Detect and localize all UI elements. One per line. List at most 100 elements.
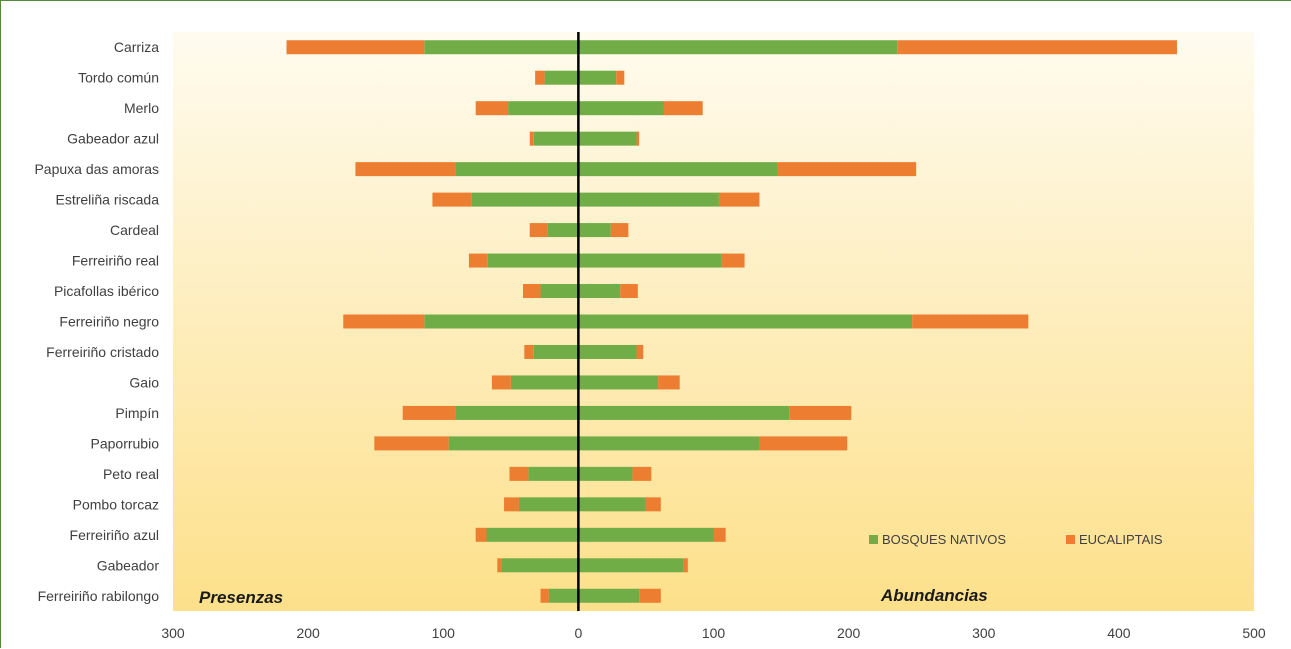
bar-presenzas-bosques-nativos-paporrubio: [448, 436, 579, 451]
category-label-gabeador-azul: Gabeador azul: [67, 131, 159, 147]
category-label-carriza: Carriza: [114, 39, 159, 55]
bar-abundancias-eucaliptais-ferreirino-real: [721, 253, 745, 268]
bar-abundancias-eucaliptais-pimpin: [789, 405, 852, 420]
legend-label-bosques-nativos: BOSQUES NATIVOS: [882, 532, 1006, 547]
category-label-pimpin: Pimpín: [115, 405, 159, 421]
bar-abundancias-eucaliptais-peto-real: [632, 466, 652, 481]
x-tick-label: 300: [161, 625, 185, 641]
category-label-ferreirino-rabilongo: Ferreiriño rabilongo: [38, 588, 160, 604]
bar-abundancias-bosques-nativos-paporrubio: [578, 436, 760, 451]
bar-abundancias-eucaliptais-cardeal: [610, 223, 629, 238]
bar-presenzas-bosques-nativos-pimpin: [455, 405, 579, 420]
bar-abundancias-bosques-nativos-peto-real: [578, 466, 633, 481]
bar-abundancias-eucaliptais-merlo: [663, 101, 703, 116]
bar-abundancias-bosques-nativos-papuxa-das-amoras: [578, 162, 778, 177]
legend: BOSQUES NATIVOS EUCALIPTAIS: [869, 532, 1163, 547]
category-label-gabeador: Gabeador: [97, 557, 160, 573]
bar-abundancias-eucaliptais-ferreirino-cristado: [636, 344, 644, 359]
bar-presenzas-eucaliptais-paporrubio: [374, 436, 449, 451]
bar-presenzas-bosques-nativos-gabeador-azul: [533, 131, 579, 146]
bar-presenzas-eucaliptais-papuxa-das-amoras: [355, 162, 456, 177]
bar-abundancias-bosques-nativos-ferreirino-azul: [578, 527, 714, 542]
bar-presenzas-bosques-nativos-merlo: [508, 101, 579, 116]
legend-swatch-eucaliptais: [1066, 535, 1075, 544]
bar-abundancias-bosques-nativos-cardeal: [578, 223, 611, 238]
bar-abundancias-bosques-nativos-estrelina-riscada: [578, 192, 719, 207]
bar-presenzas-bosques-nativos-gaio: [510, 375, 579, 390]
bar-presenzas-bosques-nativos-ferreirino-negro: [424, 314, 579, 329]
bar-abundancias-bosques-nativos-pombo-torcaz: [578, 497, 646, 512]
category-label-peto-real: Peto real: [103, 466, 159, 482]
bar-abundancias-eucaliptais-ferreirino-rabilongo: [639, 588, 661, 603]
bar-abundancias-bosques-nativos-picafollas-iberico: [578, 284, 621, 299]
bar-abundancias-bosques-nativos-tordo-comun: [578, 70, 617, 85]
category-label-ferreirino-real: Ferreiriño real: [72, 253, 159, 269]
bar-presenzas-bosques-nativos-gabeador: [501, 558, 579, 573]
x-tick-label: 300: [972, 625, 996, 641]
bar-abundancias-bosques-nativos-gabeador-azul: [578, 131, 637, 146]
bar-presenzas-bosques-nativos-pombo-torcaz: [518, 497, 579, 512]
bar-presenzas-eucaliptais-gaio: [491, 375, 511, 390]
category-label-cardeal: Cardeal: [110, 222, 159, 238]
bar-abundancias-bosques-nativos-ferreirino-cristado: [578, 344, 637, 359]
bar-presenzas-bosques-nativos-tordo-comun: [544, 70, 579, 85]
bar-presenzas-eucaliptais-ferreirino-rabilongo: [540, 588, 549, 603]
category-label-ferreirino-cristado: Ferreiriño cristado: [46, 344, 159, 360]
x-tick-label: 0: [574, 625, 582, 641]
bar-abundancias-eucaliptais-carriza: [897, 40, 1177, 55]
bar-presenzas-bosques-nativos-carriza: [424, 40, 579, 55]
x-tick-label: 100: [702, 625, 726, 641]
bar-presenzas-eucaliptais-tordo-comun: [535, 70, 545, 85]
bar-abundancias-eucaliptais-tordo-comun: [616, 70, 625, 85]
category-label-tordo-comun: Tordo común: [78, 70, 159, 86]
bar-presenzas-bosques-nativos-cardeal: [547, 223, 579, 238]
category-label-merlo: Merlo: [124, 100, 159, 116]
bar-abundancias-eucaliptais-gabeador-azul: [636, 131, 640, 146]
bar-presenzas-eucaliptais-pimpin: [402, 405, 456, 420]
bar-abundancias-bosques-nativos-gaio: [578, 375, 659, 390]
bar-abundancias-eucaliptais-gaio: [658, 375, 680, 390]
x-tick-label: 200: [837, 625, 861, 641]
bar-abundancias-bosques-nativos-ferreirino-rabilongo: [578, 588, 640, 603]
bar-presenzas-eucaliptais-ferreirino-azul: [475, 527, 487, 542]
bar-abundancias-bosques-nativos-merlo: [578, 101, 664, 116]
category-label-estrelina-riscada: Estreliña riscada: [56, 192, 160, 208]
bar-presenzas-bosques-nativos-ferreirino-azul: [486, 527, 579, 542]
bar-presenzas-bosques-nativos-estrelina-riscada: [471, 192, 579, 207]
bar-abundancias-eucaliptais-pombo-torcaz: [645, 497, 661, 512]
bar-abundancias-bosques-nativos-carriza: [578, 40, 898, 55]
bar-abundancias-eucaliptais-estrelina-riscada: [718, 192, 760, 207]
category-label-papuxa-das-amoras: Papuxa das amoras: [34, 161, 159, 177]
bar-presenzas-bosques-nativos-ferreirino-rabilongo: [548, 588, 579, 603]
bar-presenzas-bosques-nativos-papuxa-das-amoras: [455, 162, 579, 177]
bar-abundancias-eucaliptais-ferreirino-azul: [713, 527, 726, 542]
bar-presenzas-eucaliptais-peto-real: [509, 466, 529, 481]
bar-presenzas-eucaliptais-gabeador-azul: [529, 131, 534, 146]
bar-presenzas-eucaliptais-ferreirino-negro: [343, 314, 425, 329]
bar-presenzas-bosques-nativos-ferreirino-cristado: [533, 344, 579, 359]
legend-label-eucaliptais: EUCALIPTAIS: [1079, 532, 1163, 547]
category-label-ferreirino-negro: Ferreiriño negro: [59, 314, 159, 330]
bar-presenzas-eucaliptais-ferreirino-cristado: [524, 344, 534, 359]
x-tick-label: 400: [1107, 625, 1131, 641]
x-tick-label: 200: [296, 625, 320, 641]
bar-presenzas-eucaliptais-carriza: [286, 40, 425, 55]
legend-swatch-bosques-nativos: [869, 535, 878, 544]
bar-abundancias-bosques-nativos-pimpin: [578, 405, 790, 420]
x-tick-label: 500: [1242, 625, 1266, 641]
annotation-abundancias: Abundancias: [880, 586, 988, 605]
bar-presenzas-eucaliptais-cardeal: [529, 223, 548, 238]
category-label-paporrubio: Paporrubio: [91, 435, 160, 451]
category-label-picafollas-iberico: Picafollas ibérico: [54, 283, 159, 299]
bar-abundancias-bosques-nativos-ferreirino-negro: [578, 314, 913, 329]
category-label-pombo-torcaz: Pombo torcaz: [73, 496, 159, 512]
bar-abundancias-eucaliptais-papuxa-das-amoras: [777, 162, 917, 177]
bar-presenzas-eucaliptais-ferreirino-real: [468, 253, 488, 268]
bar-presenzas-eucaliptais-estrelina-riscada: [432, 192, 472, 207]
bar-abundancias-eucaliptais-picafollas-iberico: [620, 284, 638, 299]
bar-abundancias-bosques-nativos-ferreirino-real: [578, 253, 722, 268]
bar-abundancias-eucaliptais-paporrubio: [759, 436, 848, 451]
annotation-presenzas: Presenzas: [199, 588, 283, 607]
